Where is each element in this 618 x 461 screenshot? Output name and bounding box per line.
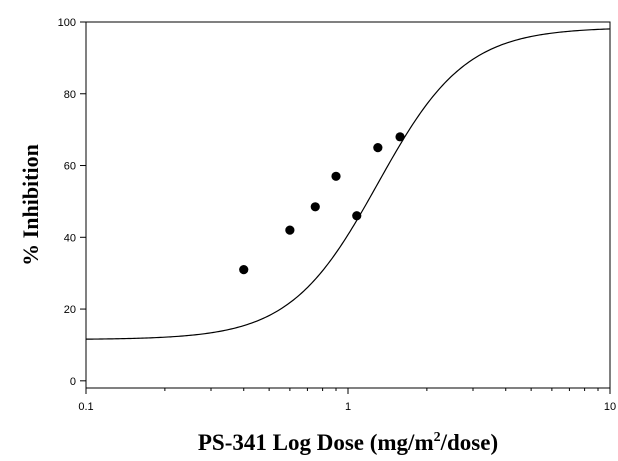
x-axis-title: PS-341 Log Dose (mg/m2/dose) [198, 430, 498, 455]
x-axis-ticks: 0.1 1 10 [78, 388, 616, 413]
x-axis-title-main: PS-341 Log Dose (mg/m [198, 430, 434, 455]
y-axis-title: % Inhibition [18, 144, 43, 266]
x-axis-title-superscript: 2 [434, 430, 441, 445]
y-tick-label: 60 [64, 161, 76, 173]
x-tick-label: 10 [604, 401, 616, 413]
data-point [285, 225, 295, 235]
x-axis-title-end: /dose) [440, 430, 499, 455]
y-tick-label: 40 [64, 232, 76, 244]
data-point [373, 142, 383, 153]
data-point [331, 171, 341, 181]
y-tick-label: 20 [64, 304, 76, 316]
y-tick-label: 100 [58, 17, 76, 29]
x-tick-label: 1 [345, 401, 351, 413]
data-point [239, 264, 249, 275]
y-tick-label: 80 [64, 89, 76, 101]
y-tick-label: 0 [70, 376, 76, 388]
data-point [352, 211, 362, 221]
fit-curve [85, 28, 611, 340]
plot-frame [85, 21, 611, 389]
x-tick-label: 0.1 [78, 401, 93, 413]
data-point [395, 132, 405, 142]
data-point [310, 202, 320, 212]
y-axis-ticks: 0 20 40 60 80 100 [58, 17, 86, 388]
data-points [239, 132, 405, 275]
